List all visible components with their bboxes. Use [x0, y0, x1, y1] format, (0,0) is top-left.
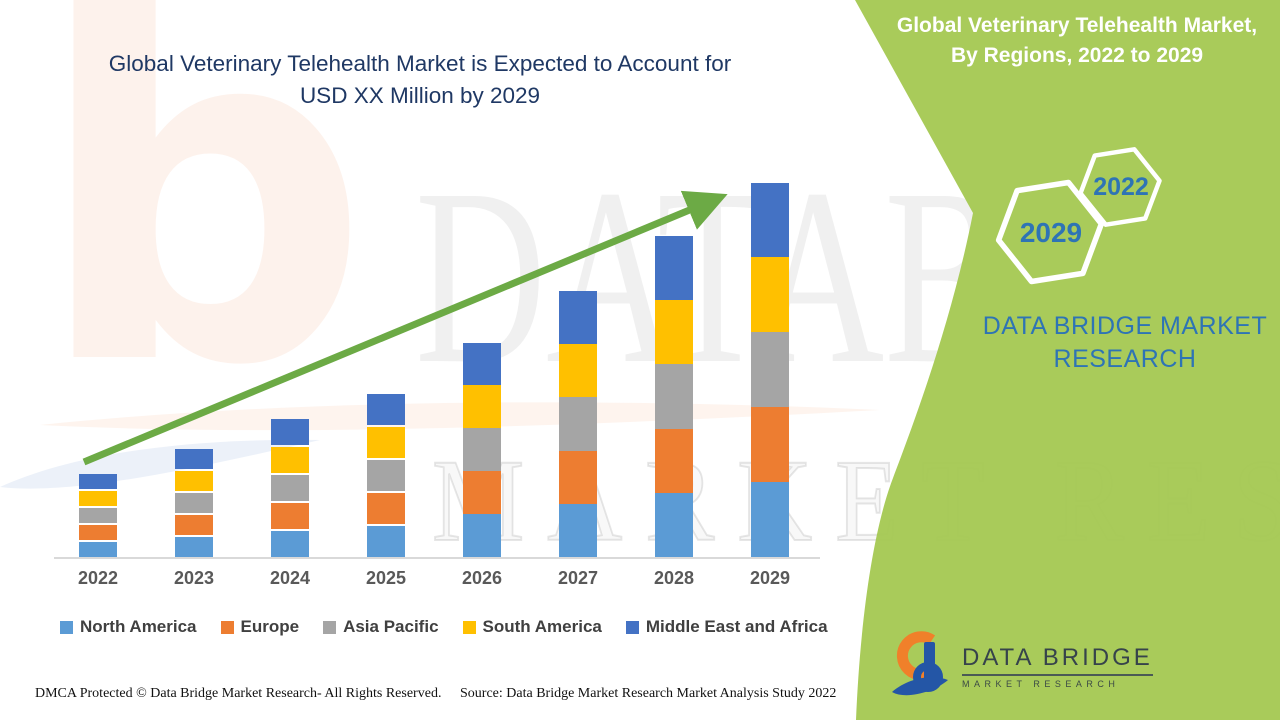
- bar-segment-europe: [79, 525, 117, 540]
- company-logo: DATA BRIDGE MARKET RESEARCH: [888, 630, 1153, 702]
- bar-segment-asia-pacific: [463, 428, 501, 471]
- x-axis-label-2029: 2029: [749, 568, 791, 588]
- stacked-bar-chart: 2022 2023 2024 2025 2026 2027 2028 2029: [54, 170, 830, 588]
- bar-2022: [79, 474, 117, 557]
- x-axis-label-2023: 2023: [173, 568, 215, 588]
- legend-item-north-america: North America: [60, 617, 197, 637]
- bar-segment-south-america: [175, 471, 213, 491]
- bar-segment-south-america: [79, 491, 117, 506]
- brand-text-line2: RESEARCH: [1053, 345, 1197, 373]
- x-axis-label-2027: 2027: [557, 568, 599, 588]
- bar-segment-north-america: [175, 537, 213, 557]
- bar-segment-asia-pacific: [655, 364, 693, 429]
- legend-label: South America: [482, 617, 602, 636]
- bar-segment-europe: [751, 407, 789, 482]
- hexagon-2029: [995, 179, 1105, 285]
- legend-swatch-icon: [462, 620, 476, 634]
- bar-2024: [271, 419, 309, 557]
- hexagon-2022: [1078, 147, 1162, 227]
- side-panel-title-line1: Global Veterinary Telehealth Market,: [896, 14, 1258, 37]
- brand-text: DATA BRIDGE MARKET RESEARCH: [950, 310, 1280, 376]
- bar-2027: [559, 291, 597, 557]
- legend-label: North America: [80, 617, 197, 636]
- bar-2025: [367, 394, 405, 557]
- bar-segment-asia-pacific: [271, 475, 309, 501]
- legend-label: Middle East and Africa: [645, 617, 828, 636]
- bar-segment-south-america: [655, 300, 693, 364]
- legend-label: Europe: [240, 617, 300, 636]
- side-panel-title: Global Veterinary Telehealth Market, By …: [878, 11, 1276, 72]
- logo-subtitle: MARKET RESEARCH: [962, 678, 1120, 689]
- logo-text: DATA BRIDGE MARKET RESEARCH: [962, 644, 1153, 689]
- hexagon-badges: [995, 147, 1162, 285]
- legend-item-asia-pacific: Asia Pacific: [323, 617, 439, 637]
- bar-segment-north-america: [271, 531, 309, 557]
- x-axis-label-2022: 2022: [77, 568, 119, 588]
- logo-name: DATA BRIDGE: [962, 644, 1153, 676]
- legend-swatch-icon: [60, 620, 73, 634]
- legend-swatch-icon: [323, 620, 337, 634]
- x-axis-label-2026: 2026: [461, 568, 503, 588]
- bar-segment-asia-pacific: [367, 460, 405, 491]
- legend-item-south-america: South America: [462, 617, 602, 637]
- bar-segment-north-america: [79, 542, 117, 557]
- bar-segment-middle-east-and-africa: [79, 474, 117, 489]
- bar-segment-asia-pacific: [751, 332, 789, 407]
- chart-title: Global Veterinary Telehealth Market is E…: [55, 48, 785, 112]
- source-note: Source: Data Bridge Market Research Mark…: [460, 686, 837, 701]
- hexagon-year-2022: 2022: [1093, 173, 1149, 201]
- legend-swatch-icon: [625, 620, 639, 634]
- bar-segment-europe: [655, 429, 693, 493]
- bar-segment-north-america: [751, 482, 789, 557]
- bar-segment-middle-east-and-africa: [559, 291, 597, 344]
- bar-segment-europe: [559, 451, 597, 504]
- logo-b-icon: [892, 631, 948, 696]
- bar-segment-middle-east-and-africa: [175, 449, 213, 469]
- x-axis-label-2028: 2028: [653, 568, 695, 588]
- bar-segment-south-america: [463, 385, 501, 428]
- bar-segment-europe: [463, 471, 501, 514]
- bar-segment-north-america: [367, 526, 405, 557]
- legend-swatch-icon: [220, 620, 234, 634]
- chart-legend: North America Europe Asia Pacific South Ame…: [60, 617, 850, 637]
- chart-title-line2: USD XX Million by 2029: [299, 82, 541, 108]
- bar-segment-asia-pacific: [175, 493, 213, 513]
- x-axis-label-2025: 2025: [365, 568, 407, 588]
- bar-segment-north-america: [463, 514, 501, 557]
- bar-segment-asia-pacific: [79, 508, 117, 523]
- bar-segment-middle-east-and-africa: [751, 183, 789, 257]
- bar-segment-south-america: [367, 427, 405, 458]
- bar-segment-middle-east-and-africa: [463, 343, 501, 385]
- x-axis-line: [54, 557, 820, 559]
- bar-segment-middle-east-and-africa: [271, 419, 309, 445]
- dmca-notice: DMCA Protected © Data Bridge Market Rese…: [35, 686, 442, 701]
- brand-text-line1: DATA BRIDGE MARKET: [982, 312, 1268, 340]
- bar-segment-asia-pacific: [559, 397, 597, 451]
- bar-segment-north-america: [559, 504, 597, 557]
- x-axis-label-2024: 2024: [269, 568, 311, 588]
- bar-segment-middle-east-and-africa: [367, 394, 405, 425]
- bar-2029: [751, 183, 789, 557]
- side-panel-title-line2: By Regions, 2022 to 2029: [950, 44, 1204, 68]
- legend-label: Asia Pacific: [343, 617, 439, 636]
- bar-2023: [175, 449, 213, 557]
- bar-segment-middle-east-and-africa: [655, 236, 693, 300]
- legend-item-middle-east-and-africa: Middle East and Africa: [625, 617, 828, 637]
- bar-segment-europe: [271, 503, 309, 529]
- bar-segment-south-america: [559, 344, 597, 397]
- bar-segment-europe: [367, 493, 405, 524]
- hexagon-year-2029: 2029: [1019, 217, 1083, 248]
- bar-segment-europe: [175, 515, 213, 535]
- bar-2028: [655, 236, 693, 557]
- bar-segment-north-america: [655, 493, 693, 557]
- bar-segment-south-america: [271, 447, 309, 473]
- bar-2026: [463, 343, 501, 557]
- bar-segment-south-america: [751, 257, 789, 332]
- chart-title-line1: Global Veterinary Telehealth Market is E…: [108, 51, 732, 76]
- legend-item-europe: Europe: [220, 617, 300, 637]
